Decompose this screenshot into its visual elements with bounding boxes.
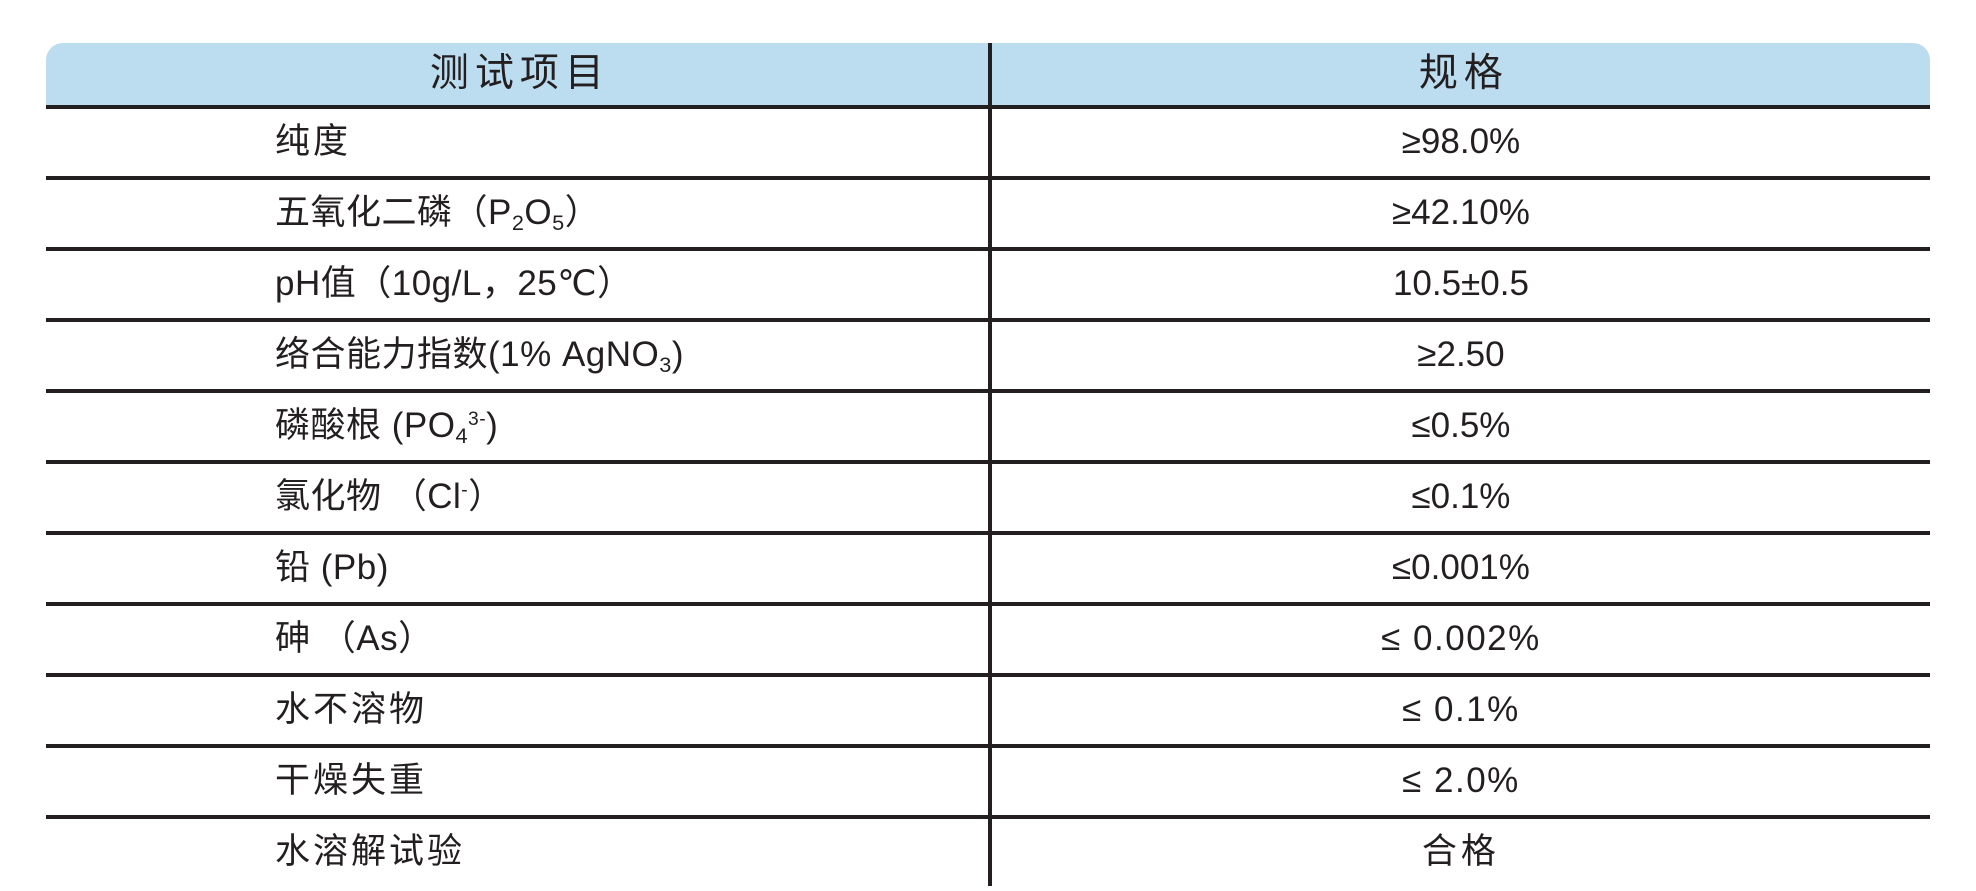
specification-value: 10.5±0.5 — [1392, 264, 1529, 304]
test-item-label: 水不溶物 — [275, 690, 428, 731]
table-row: 铅 (Pb) ≤0.001% — [46, 531, 1930, 606]
cell-specification: ≤ 0.1% — [987, 673, 1930, 748]
specification-table: 测试项目 规格 纯度 ≥98.0% 五氧化二磷（P2O5） ≥42.10% pH值（10… — [41, 38, 1935, 891]
cell-specification: ≤0.5% — [987, 389, 1930, 464]
table-body: 纯度 ≥98.0% 五氧化二磷（P2O5） ≥42.10% pH值（10g/L，25℃）… — [46, 105, 1930, 886]
table-header-row: 测试项目 规格 — [46, 43, 1930, 109]
superscript: - — [461, 480, 469, 502]
cell-test-item: 五氧化二磷（P2O5） — [46, 176, 992, 251]
test-item-label: 砷 （As） — [275, 619, 434, 659]
table-row: 纯度 ≥98.0% — [46, 105, 1930, 180]
cell-test-item: 水溶解试验 — [46, 815, 992, 886]
table-header: 测试项目 规格 — [46, 43, 1930, 109]
cell-specification: ≤ 0.002% — [987, 602, 1930, 677]
column-header-test-item: 测试项目 — [46, 43, 992, 109]
specification-value: 合格 — [1421, 832, 1500, 873]
specification-value: ≥42.10% — [1391, 193, 1530, 233]
cell-test-item: pH值（10g/L，25℃） — [46, 247, 992, 322]
table-row: 水不溶物 ≤ 0.1% — [46, 673, 1930, 748]
cell-test-item: 纯度 — [46, 105, 992, 180]
cell-specification: ≤0.001% — [987, 531, 1930, 606]
column-header-specification-label: 规格 — [1418, 50, 1509, 96]
table-row: 砷 （As） ≤ 0.002% — [46, 602, 1930, 677]
cell-test-item: 氯化物 （Cl-） — [46, 460, 992, 535]
subscript: 2 — [511, 210, 525, 236]
specification-value: ≤0.1% — [1411, 477, 1511, 517]
cell-test-item: 磷酸根 (PO43-) — [46, 389, 992, 464]
specification-value: ≤ 0.002% — [1381, 619, 1541, 659]
cell-specification: ≥2.50 — [987, 318, 1930, 393]
column-header-specification: 规格 — [987, 43, 1930, 109]
test-item-label: 五氧化二磷（P2O5） — [275, 193, 601, 236]
cell-specification: 合格 — [987, 815, 1930, 886]
specification-value: ≤0.001% — [1391, 548, 1530, 588]
specification-value: ≤0.5% — [1411, 406, 1511, 446]
test-item-label: 氯化物 （Cl-） — [275, 477, 504, 517]
superscript: - — [479, 409, 487, 431]
cell-test-item: 铅 (Pb) — [46, 531, 992, 606]
superscript: 3 — [468, 409, 480, 431]
specification-value: ≥98.0% — [1401, 122, 1521, 162]
cell-specification: ≥42.10% — [987, 176, 1930, 251]
column-header-test-item-label: 测试项目 — [429, 50, 610, 96]
cell-specification: ≤0.1% — [987, 460, 1930, 535]
specification-value: ≤ 0.1% — [1402, 690, 1520, 730]
test-item-label: 干燥失重 — [275, 761, 428, 802]
table-row: 氯化物 （Cl-） ≤0.1% — [46, 460, 1930, 535]
table-row: 磷酸根 (PO43-) ≤0.5% — [46, 389, 1930, 464]
table-row: pH值（10g/L，25℃） 10.5±0.5 — [46, 247, 1930, 322]
specification-value: ≥2.50 — [1417, 335, 1505, 375]
test-item-label: pH值（10g/L，25℃） — [275, 264, 633, 304]
subscript: 4 — [455, 423, 469, 449]
test-item-label: 磷酸根 (PO43-) — [275, 406, 499, 449]
specification-table-container: 测试项目 规格 纯度 ≥98.0% 五氧化二磷（P2O5） ≥42.10% pH值（10… — [41, 38, 1935, 891]
cell-test-item: 干燥失重 — [46, 744, 992, 819]
specification-value: ≤ 2.0% — [1402, 761, 1520, 801]
table-row: 络合能力指数(1% AgNO3) ≥2.50 — [46, 318, 1930, 393]
table-row: 水溶解试验 合格 — [46, 815, 1930, 886]
subscript: 5 — [552, 210, 565, 236]
test-item-label: 络合能力指数(1% AgNO3) — [275, 335, 684, 378]
cell-test-item: 水不溶物 — [46, 673, 992, 748]
cell-specification: 10.5±0.5 — [987, 247, 1930, 322]
subscript: 3 — [659, 352, 672, 378]
cell-test-item: 络合能力指数(1% AgNO3) — [46, 318, 992, 393]
cell-specification: ≥98.0% — [987, 105, 1930, 180]
test-item-label: 纯度 — [275, 122, 352, 163]
table-row: 五氧化二磷（P2O5） ≥42.10% — [46, 176, 1930, 251]
cell-test-item: 砷 （As） — [46, 602, 992, 677]
test-item-label: 铅 (Pb) — [275, 548, 389, 588]
table-row: 干燥失重 ≤ 2.0% — [46, 744, 1930, 819]
cell-specification: ≤ 2.0% — [987, 744, 1930, 819]
test-item-label: 水溶解试验 — [275, 832, 466, 873]
